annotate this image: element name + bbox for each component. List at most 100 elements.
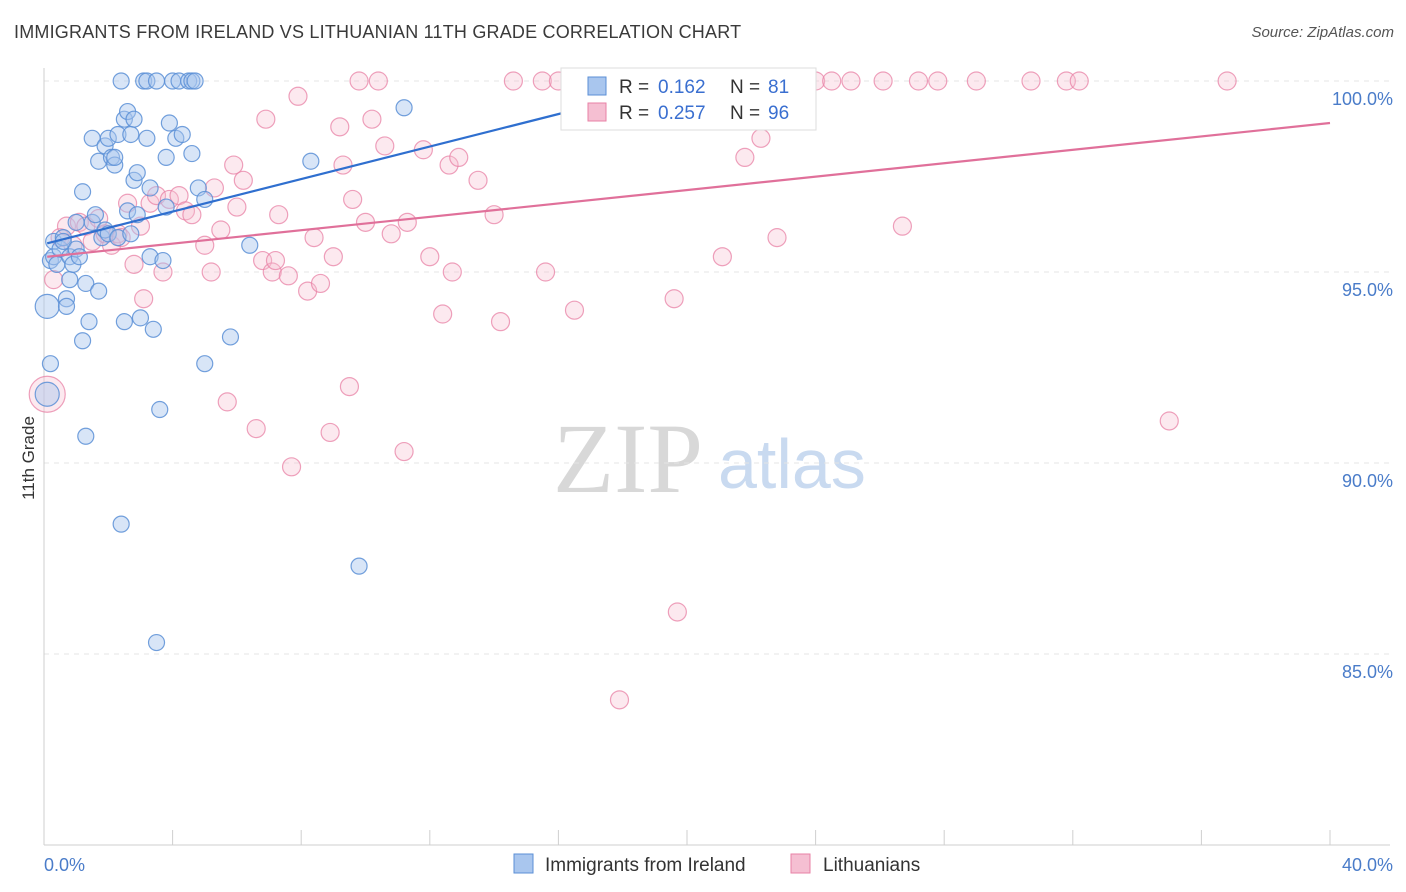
lithuanians-point bbox=[278, 266, 298, 286]
lithuanians-point bbox=[281, 457, 302, 477]
legend-r-label-1: R = bbox=[619, 77, 649, 98]
ireland-point bbox=[157, 198, 175, 216]
lithuanians-point bbox=[420, 247, 440, 267]
ireland-point bbox=[112, 515, 130, 533]
lithuanians-point bbox=[751, 128, 771, 148]
lithuanians-point bbox=[262, 262, 282, 282]
lithuanians-point bbox=[1217, 71, 1237, 91]
ireland-point bbox=[61, 271, 79, 289]
lithuanians-point bbox=[532, 71, 552, 91]
lithuanians-point bbox=[928, 71, 948, 91]
ireland-point bbox=[106, 148, 124, 166]
lithuanians-point bbox=[667, 602, 687, 622]
ireland-points bbox=[34, 72, 706, 652]
lithuanians-point bbox=[227, 197, 247, 217]
lithuanians-point bbox=[966, 71, 986, 91]
legend-swatch-pink bbox=[587, 102, 607, 122]
ireland-point bbox=[350, 557, 368, 575]
ireland-point bbox=[118, 202, 137, 220]
axes bbox=[43, 68, 1390, 846]
ireland-point bbox=[186, 72, 204, 90]
ireland-point bbox=[90, 152, 108, 170]
lithuanians-point bbox=[439, 155, 459, 175]
lithuanians-point bbox=[224, 155, 244, 175]
ireland-point bbox=[99, 129, 117, 147]
lithuanians-point bbox=[490, 312, 511, 332]
ireland-point bbox=[154, 251, 172, 270]
lithuanians-point bbox=[609, 690, 630, 710]
lithuanians-point bbox=[908, 71, 929, 91]
ireland-point bbox=[115, 313, 133, 331]
lithuanians-point bbox=[664, 289, 684, 309]
legend-n-value-1: 81 bbox=[768, 77, 789, 98]
lithuanians-point bbox=[246, 419, 266, 439]
legend-n-label-1: N = bbox=[730, 77, 760, 98]
lithuanians-point bbox=[564, 300, 585, 320]
y-axis-label: 11th Grade bbox=[19, 416, 38, 500]
legend-n-value-2: 96 bbox=[768, 103, 789, 124]
bottom-legend-label-lithuanians: Lithuanians bbox=[823, 855, 920, 876]
lithuanians-point bbox=[310, 273, 331, 294]
lithuanians-point bbox=[712, 247, 732, 267]
ireland-point bbox=[221, 328, 240, 346]
series-legend: Immigrants from Ireland Lithuanians bbox=[513, 853, 920, 876]
lithuanians-point bbox=[343, 189, 363, 210]
lithuanians-point bbox=[503, 71, 523, 91]
ireland-point bbox=[141, 179, 159, 197]
ireland-point bbox=[395, 99, 413, 117]
ireland-point bbox=[41, 355, 60, 373]
ireland-point bbox=[151, 400, 169, 419]
lithuanians-point bbox=[269, 205, 289, 225]
lithuanians-point bbox=[201, 262, 221, 282]
lithuanians-point bbox=[320, 422, 340, 443]
lithuanians-point bbox=[217, 392, 237, 412]
ireland-point bbox=[147, 72, 166, 90]
lithuanians-point bbox=[892, 216, 913, 236]
ireland-point bbox=[131, 309, 150, 327]
lithuanians-point bbox=[381, 224, 401, 244]
ireland-point bbox=[34, 293, 60, 319]
ireland-point bbox=[160, 114, 178, 132]
ireland-point bbox=[122, 225, 140, 243]
ireland-point bbox=[141, 248, 159, 266]
ireland-point bbox=[196, 355, 214, 373]
lithuanians-point bbox=[1021, 71, 1041, 91]
correlation-legend: R = 0.162 N = 81 R = 0.257 N = 96 bbox=[560, 67, 817, 131]
lithuanians-points bbox=[28, 71, 1237, 710]
ireland-point bbox=[241, 236, 259, 254]
ireland-point bbox=[73, 332, 92, 350]
x-tick-labels: 0.0% 40.0% bbox=[44, 855, 1393, 875]
lithuanians-point bbox=[265, 250, 286, 271]
y-tick-label: 90.0% bbox=[1342, 471, 1393, 491]
lithuanians-point bbox=[134, 289, 154, 309]
lithuanians-point bbox=[288, 86, 308, 106]
lithuanians-point bbox=[28, 375, 66, 413]
x-tick-label: 0.0% bbox=[44, 855, 85, 875]
source-label: Source: ZipAtlas.com bbox=[1251, 24, 1394, 41]
y-tick-label: 100.0% bbox=[1332, 89, 1393, 109]
lithuanians-point bbox=[124, 254, 144, 274]
ireland-point bbox=[302, 152, 320, 170]
lithuanians-point bbox=[368, 71, 388, 91]
lithuanians-point bbox=[841, 71, 861, 91]
lithuanians-point bbox=[468, 170, 488, 190]
ireland-point bbox=[138, 72, 156, 90]
lithuanians-point bbox=[394, 441, 414, 462]
lithuanians-point bbox=[1159, 411, 1179, 431]
ireland-point bbox=[128, 164, 146, 182]
ireland-point bbox=[112, 72, 130, 90]
legend-n-label-2: N = bbox=[730, 103, 760, 124]
lithuanians-point bbox=[333, 155, 353, 175]
ireland-point bbox=[77, 274, 95, 293]
ireland-point bbox=[122, 125, 140, 144]
lithuanians-point bbox=[397, 212, 417, 232]
ireland-point bbox=[173, 125, 191, 144]
y-tick-label: 85.0% bbox=[1342, 662, 1393, 682]
y-tick-labels: 85.0% 90.0% 95.0% 100.0% bbox=[1332, 89, 1393, 682]
ireland-point bbox=[67, 213, 85, 231]
ireland-point bbox=[157, 148, 175, 166]
lithuanians-point bbox=[433, 304, 453, 324]
lithuanians-point bbox=[44, 270, 64, 290]
ireland-point bbox=[138, 129, 156, 147]
